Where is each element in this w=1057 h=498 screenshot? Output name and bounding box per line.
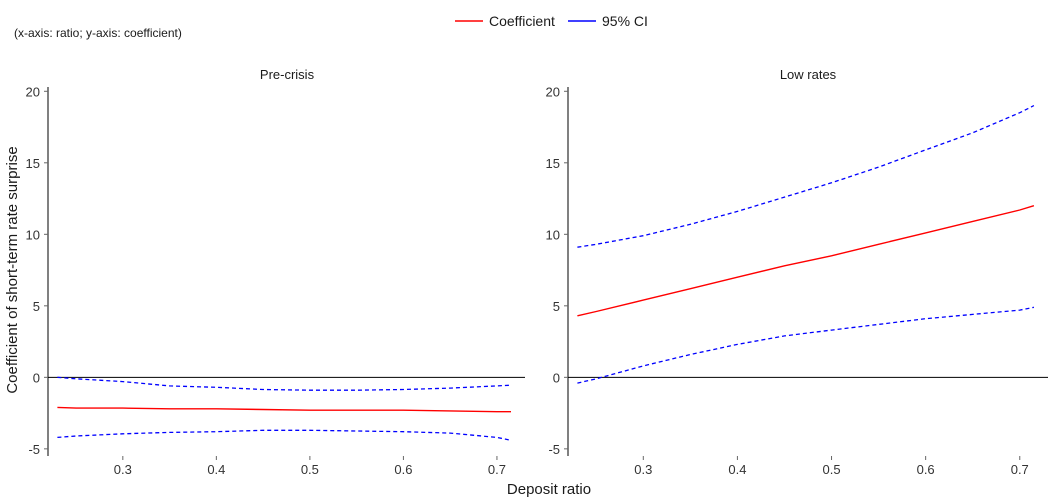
legend: Coefficient 95% CI: [455, 13, 648, 29]
x-tick-label: 0.3: [634, 462, 652, 477]
axis-note: (x-axis: ratio; y-axis: coefficient): [14, 26, 182, 40]
x-tick-label: 0.7: [488, 462, 506, 477]
x-tick-label: 0.3: [114, 462, 132, 477]
x-tick-label: 0.5: [301, 462, 319, 477]
y-axis-title: Coefficient of short-term rate surprise: [4, 146, 21, 393]
y-tick-label: 5: [33, 299, 40, 314]
x-tick-label: 0.4: [207, 462, 225, 477]
x-tick-label: 0.4: [728, 462, 746, 477]
legend-ci-label: 95% CI: [602, 13, 648, 29]
x-axis-title: Deposit ratio: [507, 481, 591, 498]
legend-coefficient-label: Coefficient: [489, 13, 555, 29]
coefficient-line: [57, 406, 511, 413]
y-tick-label: 5: [553, 299, 560, 314]
y-tick-label: 15: [546, 156, 560, 171]
y-tick-label: 0: [553, 370, 560, 385]
x-tick-label: 0.5: [822, 462, 840, 477]
panel-pre-crisis: Pre-crisis -5 0 5 10 15 20 0.3 0.4 0.5 0.6 0.7: [26, 67, 525, 477]
y-tick-label: -5: [28, 442, 40, 457]
panel-low-rates: Low rates -5 0 5 10 15 20 0.3 0.4 0.5 0.6 0.7: [546, 67, 1048, 477]
x-tick-label: 0.6: [394, 462, 412, 477]
ci-upper-line: [57, 376, 512, 391]
y-tick-label: 20: [26, 84, 40, 99]
panel-title: Pre-crisis: [260, 67, 315, 82]
ci-lower-line: [577, 306, 1035, 384]
ci-upper-line: [577, 105, 1035, 248]
y-tick-label: 10: [546, 227, 560, 242]
x-tick-label: 0.7: [1011, 462, 1029, 477]
y-tick-label: -5: [548, 442, 560, 457]
ci-lower-line: [57, 429, 512, 441]
panel-title: Low rates: [780, 67, 837, 82]
y-tick-label: 10: [26, 227, 40, 242]
y-tick-label: 0: [33, 370, 40, 385]
x-tick-label: 0.6: [917, 462, 935, 477]
y-tick-label: 15: [26, 156, 40, 171]
y-tick-label: 20: [546, 84, 560, 99]
coefficient-line: [577, 205, 1035, 317]
